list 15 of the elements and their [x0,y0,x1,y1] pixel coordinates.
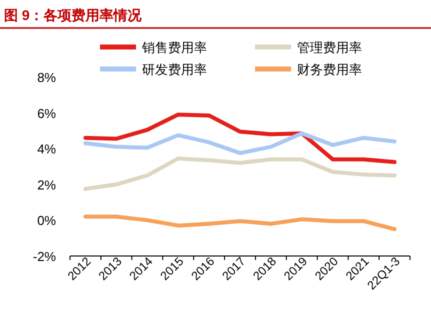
line-series [83,112,397,164]
y-tick-label: -2% [32,249,56,264]
legend-label: 管理费用率 [297,40,362,55]
legend-label: 财务费用率 [297,62,362,77]
line-series [83,131,397,156]
legend-label: 销售费用率 [141,40,207,55]
y-tick-label: 2% [37,177,56,192]
line-series [83,156,397,191]
y-tick-label: 4% [37,142,56,157]
chart-title: 图 9：各项费用率情况 [4,7,143,23]
line-series [83,214,397,232]
y-tick-label: 6% [37,106,56,121]
y-tick-label: 0% [37,213,56,228]
y-tick-label: 8% [37,70,56,85]
legend-label: 研发费用率 [142,62,207,77]
